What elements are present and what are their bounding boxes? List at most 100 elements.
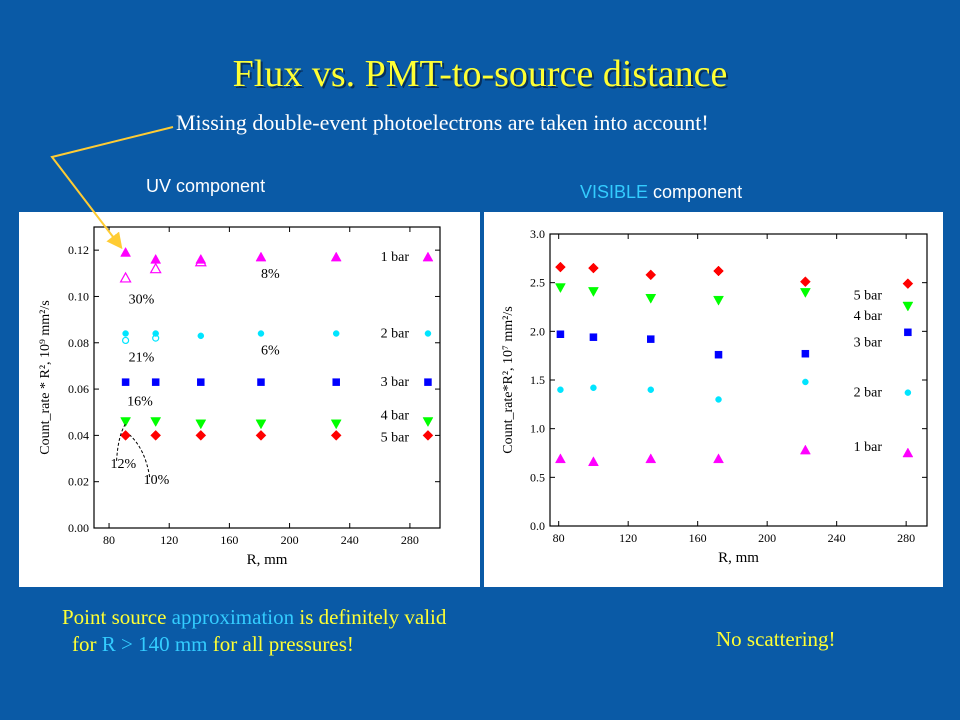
- data-point: [422, 430, 434, 441]
- data-point: [120, 246, 132, 257]
- x-tick-label: 240: [828, 531, 846, 545]
- data-point: [255, 419, 267, 430]
- data-point: [150, 430, 162, 441]
- data-point: [904, 328, 912, 337]
- note-left-line2: for R > 140 mm for all pressures!: [62, 631, 446, 658]
- open-data-point: [149, 262, 162, 274]
- y-tick-label: 3.0: [530, 227, 545, 241]
- series-5-bar: [555, 261, 914, 289]
- data-point: [424, 330, 432, 337]
- y-tick-label: 0.02: [68, 475, 89, 489]
- note-text: for all pressures!: [207, 632, 354, 656]
- data-point: [902, 278, 914, 289]
- data-point: [422, 251, 434, 262]
- data-point: [121, 378, 130, 386]
- series-label: 1 bar: [854, 440, 883, 455]
- series-label: 4 bar: [854, 309, 883, 324]
- y-tick-label: 1.5: [530, 373, 545, 387]
- series-label: 3 bar: [381, 375, 410, 390]
- y-tick-label: 1.0: [530, 422, 545, 436]
- data-point: [332, 378, 340, 386]
- data-point: [255, 430, 267, 441]
- visible-panel-label: VISIBLE component: [580, 182, 742, 203]
- data-point: [801, 349, 810, 358]
- series-4-bar: [120, 417, 434, 430]
- data-point: [800, 276, 811, 288]
- data-point: [330, 251, 342, 262]
- x-tick-label: 160: [689, 531, 707, 545]
- note-right: No scattering!: [716, 627, 836, 651]
- data-point: [902, 447, 914, 458]
- data-point: [799, 444, 811, 455]
- data-point: [424, 378, 432, 386]
- x-tick-label: 120: [160, 533, 178, 547]
- data-point: [330, 419, 342, 430]
- data-point: [556, 330, 565, 339]
- series-5-bar: [120, 430, 434, 441]
- data-point: [588, 262, 599, 274]
- data-point: [904, 389, 912, 396]
- data-point: [557, 386, 564, 393]
- series-label: 1 bar: [381, 250, 410, 265]
- note-highlight: approximation: [171, 605, 295, 629]
- uv-panel-label: UV component: [146, 176, 266, 196]
- data-point: [647, 335, 655, 343]
- data-point: [332, 330, 340, 337]
- series-label: 4 bar: [381, 408, 410, 423]
- annotation-label: 8%: [261, 267, 280, 282]
- open-data-point: [119, 271, 132, 283]
- x-tick-label: 120: [619, 531, 637, 545]
- data-point: [713, 453, 724, 464]
- y-axis-label: Count_rate*R², 10⁷ mm²/s: [501, 306, 516, 453]
- series-3-bar: [121, 378, 432, 386]
- y-tick-label: 2.5: [530, 276, 545, 290]
- data-point: [195, 253, 207, 264]
- series-3-bar: [556, 328, 912, 359]
- annotation-label: 30%: [129, 292, 155, 307]
- series-label: 2 bar: [381, 327, 410, 342]
- x-tick-label: 80: [103, 533, 115, 547]
- data-point: [902, 301, 914, 312]
- component-word: component: [648, 182, 743, 202]
- data-point: [422, 417, 434, 428]
- series-1-bar: [120, 246, 434, 264]
- slide-subtitle: Missing double-event photoelectrons are …: [176, 110, 709, 135]
- note-text: for: [72, 632, 102, 656]
- data-point: [645, 453, 657, 464]
- data-point: [195, 430, 207, 441]
- x-tick-label: 280: [897, 531, 915, 545]
- x-axis-label: R, mm: [718, 550, 759, 566]
- data-point: [120, 417, 132, 428]
- y-tick-label: 2.0: [530, 324, 545, 338]
- data-point: [554, 283, 566, 294]
- plot-frame: [93, 226, 441, 529]
- annotation-arrow: [129, 435, 151, 478]
- data-point: [197, 332, 205, 340]
- series-2-bar: [557, 378, 912, 403]
- note-text: is definitely valid: [294, 605, 447, 629]
- data-point: [150, 417, 162, 428]
- data-point: [257, 378, 265, 386]
- note-left: Point source approximation is definitely…: [62, 604, 446, 658]
- data-point: [122, 330, 129, 337]
- data-point: [802, 378, 809, 386]
- series-label: 2 bar: [854, 386, 883, 401]
- annotation-label: 16%: [127, 394, 153, 409]
- data-point: [799, 288, 811, 298]
- data-point: [713, 265, 724, 277]
- data-point: [330, 430, 342, 441]
- series-label: 5 bar: [854, 289, 883, 304]
- series-label: 3 bar: [854, 335, 883, 350]
- data-point: [255, 251, 267, 262]
- x-tick-label: 280: [401, 533, 419, 547]
- x-tick-label: 240: [341, 533, 359, 547]
- y-tick-label: 0.04: [68, 428, 89, 442]
- x-tick-label: 200: [281, 533, 299, 547]
- data-point: [645, 293, 657, 304]
- y-tick-label: 0.08: [68, 336, 89, 350]
- y-tick-label: 0.10: [68, 289, 89, 303]
- annotation-arrow: [116, 423, 127, 461]
- uv-chart-panel: 80 120 160 200 240 280 0.00 0.02 0.04 0.06 0.08 0.1…: [19, 212, 480, 587]
- data-point: [554, 453, 566, 464]
